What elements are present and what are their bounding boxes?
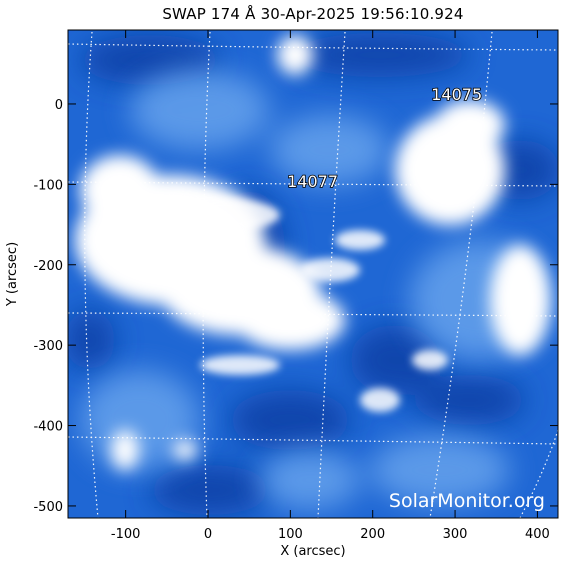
y-tick-label: -300 <box>33 339 63 354</box>
coordinate-grid <box>68 31 558 518</box>
x-tick-label: 200 <box>360 527 385 542</box>
x-axis: -100 0 100 200 300 400 <box>111 30 550 542</box>
y-axis: 0 -100 -200 -300 -400 -500 <box>33 98 558 515</box>
y-tick-label: -100 <box>33 178 63 193</box>
y-axis-label: Y (arcsec) <box>5 242 20 307</box>
y-tick-label: 0 <box>55 98 63 113</box>
x-tick-label: 400 <box>525 527 550 542</box>
plot-frame <box>67 29 559 519</box>
x-tick-label: -100 <box>111 527 141 542</box>
watermark: SolarMonitor.org <box>389 490 545 512</box>
y-tick-label: -500 <box>33 500 63 515</box>
x-axis-label: X (arcsec) <box>280 544 345 559</box>
image-title: SWAP 174 Å 30-Apr-2025 19:56:10.924 <box>162 5 464 23</box>
active-region-label: 14077 <box>287 172 338 191</box>
y-tick-label: -200 <box>33 259 63 274</box>
x-tick-label: 100 <box>278 527 303 542</box>
euv-image <box>68 30 558 518</box>
active-region-labels: 14075 14077 <box>286 84 483 191</box>
x-tick-label: 0 <box>204 527 212 542</box>
x-tick-label: 300 <box>443 527 468 542</box>
y-tick-label: -400 <box>33 420 63 435</box>
active-region-label: 14075 <box>431 85 482 104</box>
